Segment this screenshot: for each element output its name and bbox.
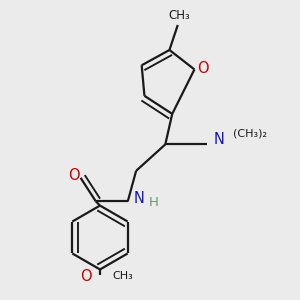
Text: N: N [214, 132, 225, 147]
Text: O: O [197, 61, 208, 76]
Text: H: H [148, 196, 158, 209]
Text: O: O [80, 269, 92, 284]
Text: (CH₃)₂: (CH₃)₂ [233, 128, 267, 138]
Text: O: O [68, 167, 80, 182]
Text: CH₃: CH₃ [112, 272, 133, 281]
Text: N: N [134, 190, 145, 206]
Text: CH₃: CH₃ [168, 9, 190, 22]
